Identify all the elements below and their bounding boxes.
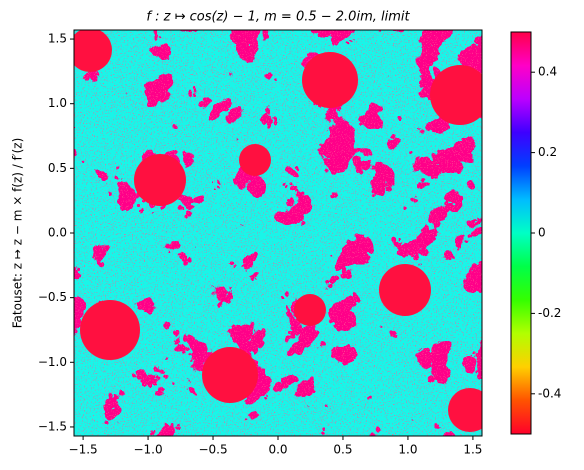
- y-tick-label: −1.0: [38, 355, 67, 369]
- colorbar-tick-label: 0: [538, 226, 546, 240]
- colorbar-tick-label: -0.2: [538, 306, 561, 320]
- y-tick-label: 0.0: [48, 226, 67, 240]
- y-tick-label: 0.5: [48, 161, 67, 175]
- chart-title: f : z ↦ cos(z) − 1, m = 0.5 − 2.0im, lim…: [146, 10, 410, 25]
- y-tick-label: 1.5: [48, 32, 67, 46]
- x-tick-label: 1.5: [463, 443, 482, 457]
- x-tick-label: −0.5: [198, 443, 227, 457]
- y-tick-label: 1.0: [48, 96, 67, 110]
- y-tick-label: −1.5: [38, 419, 67, 433]
- y-axis-label: Fatouset: z ↦ z − m × f(z) / f′(z): [11, 138, 25, 329]
- x-tick-label: 1.0: [398, 443, 417, 457]
- colorbar-tick-label: -0.4: [538, 386, 561, 400]
- x-tick-label: −1.5: [69, 443, 98, 457]
- x-tick-label: −1.0: [133, 443, 162, 457]
- colorbar: [510, 31, 532, 435]
- x-tick-label: 0.0: [268, 443, 287, 457]
- colorbar-tick-label: 0.4: [538, 65, 557, 79]
- fractal-image: [74, 30, 482, 436]
- x-tick-label: 0.5: [333, 443, 352, 457]
- colorbar-tick-label: 0.2: [538, 145, 557, 159]
- y-tick-label: −0.5: [38, 290, 67, 304]
